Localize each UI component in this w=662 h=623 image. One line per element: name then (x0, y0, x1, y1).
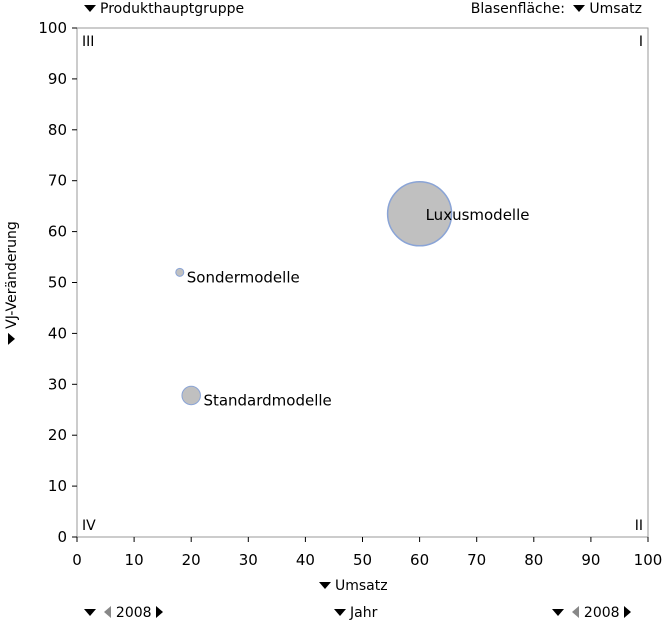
quadrant-label-top-right: I (639, 34, 643, 50)
bubble-label: Sondermodelle (187, 268, 300, 286)
y-tick-label: 60 (48, 223, 67, 241)
x-tick-label: 20 (182, 551, 201, 569)
year-to-control: 2008 (552, 604, 631, 622)
bubble-area-dropdown[interactable]: Umsatz (569, 1, 642, 17)
bubble-area-control: Blasenfläche: Umsatz (471, 0, 642, 18)
year-from-value: 2008 (115, 605, 152, 621)
year-from-control: 2008 (84, 604, 163, 622)
x-tick-label: 70 (467, 551, 486, 569)
x-tick-label: 80 (524, 551, 543, 569)
x-axis-dropdown[interactable]: Umsatz (319, 577, 388, 595)
y-tick-label: 40 (48, 324, 67, 342)
dropdown-arrow-icon (573, 4, 586, 12)
y-tick-label: 0 (57, 528, 67, 546)
plot-frame (76, 27, 649, 538)
chart-axes: 0 10 20 30 40 50 60 70 80 90 100 0 10 20 30 40 50 60 70 80 9… (38, 19, 662, 569)
period-label: Jahr (350, 605, 378, 621)
x-tick-label: 10 (125, 551, 144, 569)
group-by-label: Produkthauptgruppe (100, 1, 245, 17)
x-tick-label: 100 (634, 551, 662, 569)
group-by-dropdown[interactable]: Produkthauptgruppe (84, 0, 244, 18)
quadrant-labels: III IIV II (82, 34, 643, 534)
x-axis-title: Umsatz (335, 578, 388, 594)
bubble-area-label: Blasenfläche: (470, 1, 565, 17)
next-year-icon[interactable] (624, 606, 631, 618)
x-tick-label: 0 (72, 551, 82, 569)
year-to-dropdown-icon[interactable] (552, 608, 564, 616)
x-tick-label: 60 (410, 551, 429, 569)
dropdown-arrow-icon (334, 608, 346, 616)
y-tick-label: 100 (38, 19, 67, 37)
x-tick-label: 40 (296, 551, 315, 569)
prev-year-icon[interactable] (572, 606, 580, 618)
period-dropdown[interactable]: Jahr (334, 604, 377, 622)
bubble[interactable] (386, 181, 453, 247)
dropdown-arrow-icon (319, 581, 331, 589)
y-tick-label: 90 (48, 70, 67, 88)
y-tick-label: 30 (48, 375, 67, 393)
quadrant-label-bottom-left: IV (82, 518, 96, 534)
prev-year-icon[interactable] (104, 606, 112, 618)
y-tick-label: 10 (48, 477, 67, 495)
dropdown-arrow-icon (84, 4, 96, 12)
y-tick-label: 80 (48, 121, 67, 139)
bubble-label: Luxusmodelle (426, 206, 530, 224)
year-to-value: 2008 (583, 605, 620, 621)
y-tick-label: 20 (48, 426, 67, 444)
bubble-label: Standardmodelle (203, 391, 331, 409)
bubble-area-value: Umsatz (589, 1, 642, 17)
next-year-icon[interactable] (156, 606, 163, 618)
quadrant-label-bottom-right: II (635, 518, 643, 534)
x-tick-label: 90 (581, 551, 600, 569)
chart-bubbles[interactable]: Luxusmodelle Sondermodelle Standardmodelle (175, 181, 530, 410)
bubble[interactable] (175, 267, 185, 277)
year-from-dropdown-icon[interactable] (84, 608, 96, 616)
quadrant-label-top-left: III (82, 34, 94, 50)
y-tick-label: 70 (48, 172, 67, 190)
y-tick-label: 50 (48, 274, 67, 292)
x-tick-label: 50 (353, 551, 372, 569)
bubble[interactable] (181, 385, 201, 406)
x-tick-label: 30 (239, 551, 258, 569)
